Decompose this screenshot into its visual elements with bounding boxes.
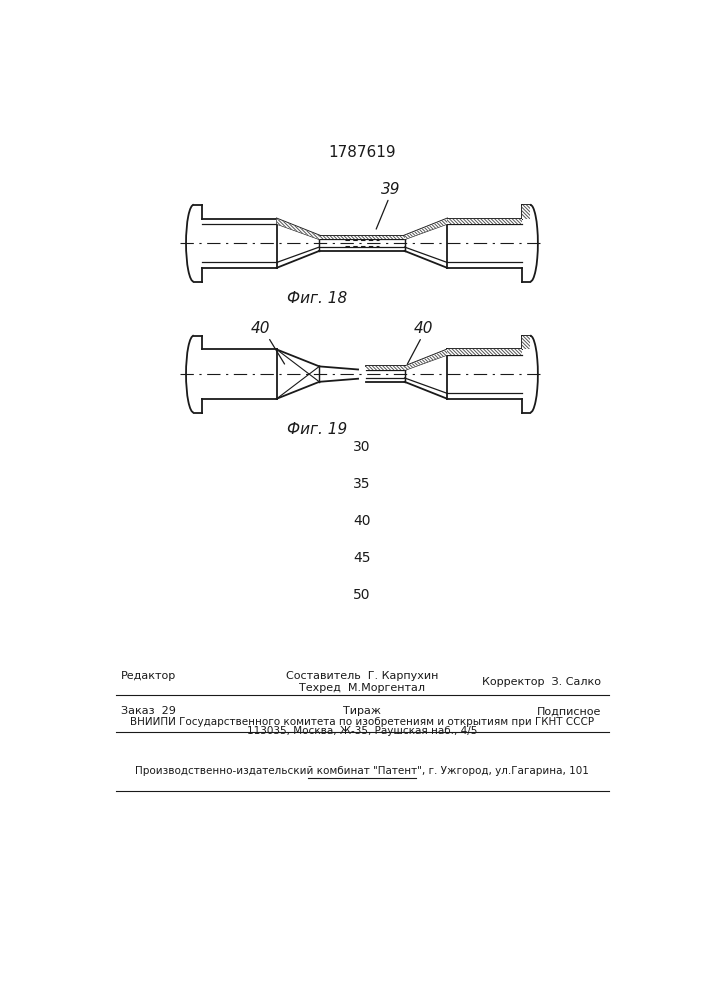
Text: Фиг. 18: Фиг. 18 xyxy=(287,291,347,306)
Text: 113035, Москва, Ж-35, Раушская наб., 4/5: 113035, Москва, Ж-35, Раушская наб., 4/5 xyxy=(247,726,477,736)
Polygon shape xyxy=(448,219,522,224)
Polygon shape xyxy=(320,235,404,239)
Text: 30: 30 xyxy=(354,440,370,454)
Text: Фиг. 19: Фиг. 19 xyxy=(287,422,347,437)
Text: Производственно-издательский комбинат "Патент", г. Ужгород, ул.Гагарина, 101: Производственно-издательский комбинат "П… xyxy=(135,766,589,776)
Text: 39: 39 xyxy=(381,182,400,197)
Text: Составитель  Г. Карпухин: Составитель Г. Карпухин xyxy=(286,671,438,681)
Polygon shape xyxy=(522,205,530,219)
Polygon shape xyxy=(404,219,448,239)
Text: Техред  М.Моргентал: Техред М.Моргентал xyxy=(299,683,425,693)
Text: 40: 40 xyxy=(251,321,270,336)
Text: 40: 40 xyxy=(354,514,370,528)
Text: 45: 45 xyxy=(354,551,370,565)
Polygon shape xyxy=(448,349,522,355)
Polygon shape xyxy=(366,366,404,370)
Text: Подписное: Подписное xyxy=(537,706,602,716)
Text: 40: 40 xyxy=(414,321,433,336)
Text: Тираж: Тираж xyxy=(343,706,381,716)
Text: 1787619: 1787619 xyxy=(328,145,396,160)
Text: 35: 35 xyxy=(354,477,370,491)
Polygon shape xyxy=(522,336,530,349)
Polygon shape xyxy=(276,219,320,239)
Text: Корректор  З. Салко: Корректор З. Салко xyxy=(482,677,602,687)
Polygon shape xyxy=(404,349,448,370)
Text: Заказ  29: Заказ 29 xyxy=(121,706,176,716)
Text: Редактор: Редактор xyxy=(121,671,176,681)
Text: 50: 50 xyxy=(354,588,370,602)
Text: ВНИИПИ Государственного комитета по изобретениям и открытиям при ГКНТ СССР: ВНИИПИ Государственного комитета по изоб… xyxy=(130,717,594,727)
